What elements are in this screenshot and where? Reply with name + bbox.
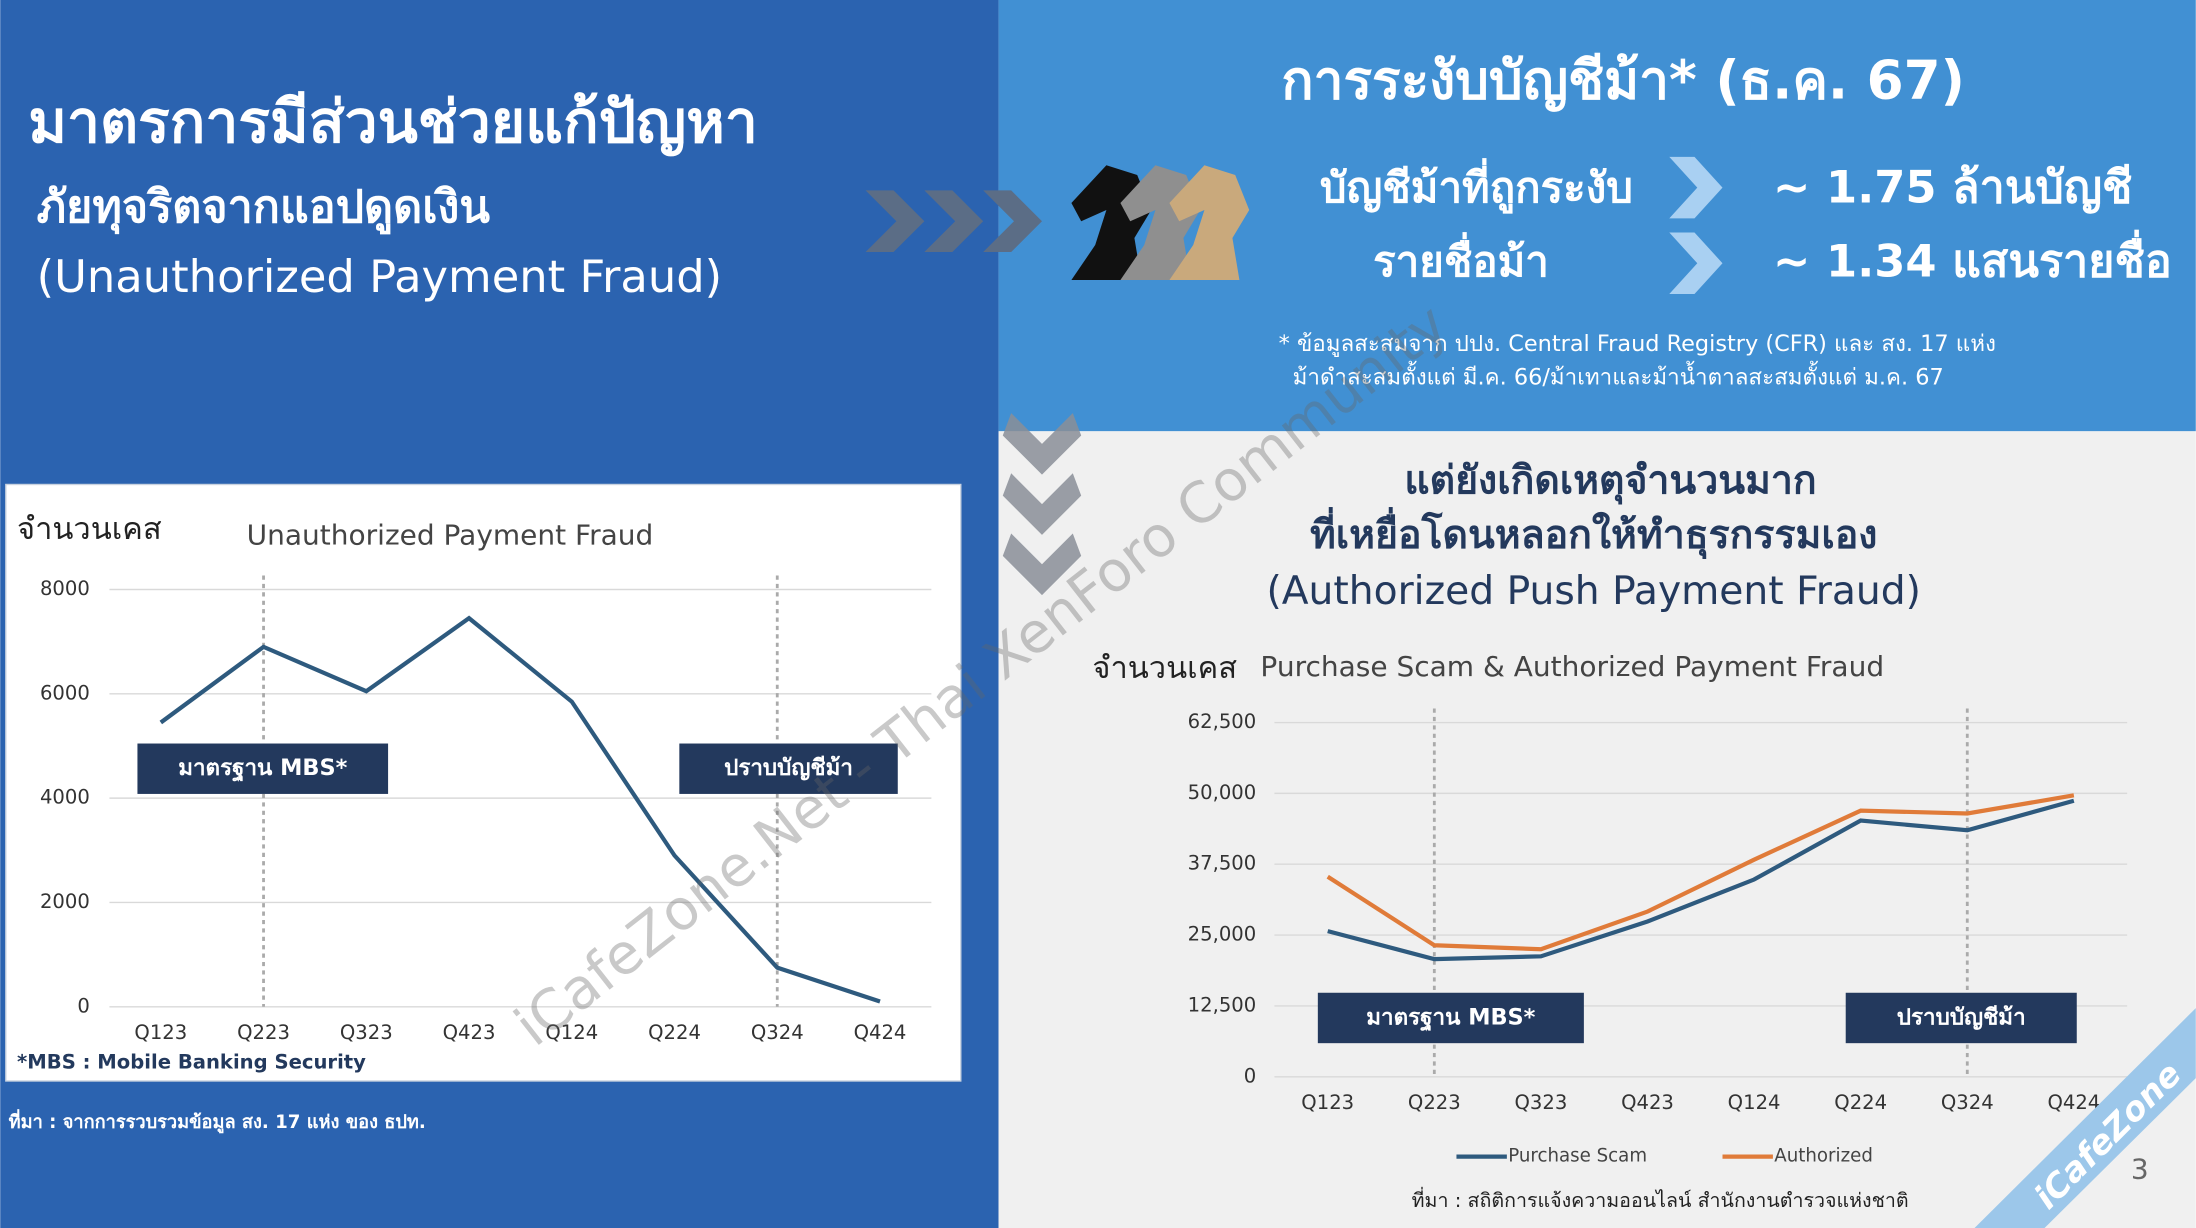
footnote: ม้าดำสะสมตั้งแต่ มี.ค. 66/ม้าเทาและม้าน้… (1293, 361, 1944, 391)
x-tick-label: Q423 (443, 1021, 496, 1044)
y-axis-label: จำนวนเคส (1092, 650, 1237, 686)
data-line (159, 615, 881, 1004)
left-title: มาตรการมีส่วนช่วยแก้ปัญหา (28, 87, 758, 156)
chart-footnote: *MBS : Mobile Banking Security (17, 1050, 366, 1073)
x-tick-label: Q324 (751, 1021, 804, 1044)
y-tick-label: 8000 (40, 577, 90, 600)
y-tick-label: 50,000 (1188, 781, 1257, 804)
row-label: บัญชีม้าที่ถูกระงับ (1320, 158, 1633, 214)
row-value: ~ 1.34 แสนรายชื่อ (1773, 230, 2172, 288)
y-tick-label: 62,500 (1188, 710, 1257, 733)
data-line (1326, 793, 2075, 952)
right-bottom-panel (998, 431, 2196, 1228)
y-tick-label: 12,500 (1188, 993, 1257, 1016)
chart-title: Unauthorized Payment Fraud (247, 518, 654, 551)
x-tick-label: Q223 (237, 1021, 290, 1044)
right-heading: แต่ยังเกิดเหตุจำนวนมาก (1404, 459, 1816, 505)
y-axis-label: จำนวนเคส (17, 511, 162, 547)
x-tick-label: Q423 (1621, 1091, 1674, 1114)
annotation: ปราบบัญชีม้า (724, 755, 853, 781)
x-tick-label: Q123 (134, 1021, 187, 1044)
right-top-panel (998, 0, 2196, 432)
left-source: ที่มา : จากการรวบรวมข้อมูล สง. 17 แห่ง ข… (9, 1109, 426, 1134)
x-tick-label: Q424 (2047, 1091, 2100, 1114)
chart-title: Purchase Scam & Authorized Payment Fraud (1260, 650, 1884, 683)
footnote: * ข้อมูลสะสมจาก ปปง. Central Fraud Regis… (1279, 331, 1996, 357)
left-subtitle: ภัยทุจริตจากแอปดูดเงิน (37, 180, 491, 235)
x-tick-label: Q424 (854, 1021, 907, 1044)
y-tick-label: 0 (1244, 1064, 1256, 1087)
annotation: มาตรฐาน MBS* (1366, 1004, 1535, 1031)
right-source: ที่มา : สถิติการแจ้งความออนไลน์ สำนักงาน… (1412, 1187, 1909, 1212)
y-tick-label: 37,500 (1188, 852, 1257, 875)
annotation-box (1845, 992, 2077, 1044)
horse-icons (1071, 165, 1250, 281)
row-label: รายชื่อม้า (1373, 232, 1549, 286)
y-tick-label: 25,000 (1188, 923, 1257, 946)
annotation-box (137, 743, 389, 794)
x-tick-label: Q323 (1514, 1091, 1567, 1114)
y-tick-label: 4000 (40, 786, 90, 809)
x-tick-label: Q124 (545, 1021, 598, 1044)
y-tick-label: 0 (77, 994, 89, 1017)
x-tick-label: Q323 (340, 1021, 393, 1044)
charts: Unauthorized Payment Fraud จำนวนเคส 0 2000 4… (17, 511, 2128, 1167)
y-tick-label: 2000 (40, 890, 90, 913)
annotation-box (679, 743, 898, 794)
annotation: ปราบบัญชีม้า (1897, 1004, 2026, 1030)
x-tick-label: Q224 (648, 1021, 701, 1044)
annotation-box (1317, 992, 1584, 1044)
x-tick-label: Q223 (1408, 1091, 1461, 1114)
right-heading: ที่เหยื่อโดนหลอกให้ทำธุรกรรมเอง (1310, 507, 1877, 559)
legend-label: Authorized (1774, 1146, 1873, 1167)
row-value: ~ 1.75 ล้านบัญชี (1773, 160, 2133, 213)
row-arrows (1669, 156, 1723, 295)
x-tick-label: Q123 (1301, 1091, 1354, 1114)
y-tick-label: 6000 (40, 681, 90, 704)
legend-label: Purchase Scam (1508, 1146, 1647, 1167)
chevrons (865, 190, 1042, 253)
annotation: มาตรฐาน MBS* (178, 755, 347, 782)
right-top-title: การระงับบัญชีม้า* (ธ.ค. 67) (1281, 50, 1965, 112)
left-english: (Unauthorized Payment Fraud) (37, 250, 723, 303)
data-line (1327, 798, 2075, 962)
x-tick-label: Q124 (1728, 1091, 1781, 1114)
right-english: (Authorized Push Payment Fraud) (1266, 569, 1920, 614)
page-number: 3 (2131, 1153, 2149, 1186)
x-tick-label: Q224 (1834, 1091, 1887, 1114)
x-tick-label: Q324 (1941, 1091, 1994, 1114)
